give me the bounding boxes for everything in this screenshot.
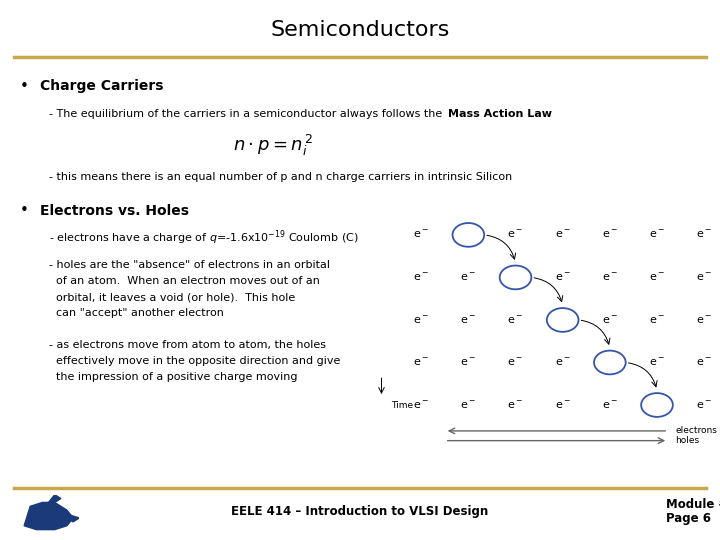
Text: e$^-$: e$^-$ (602, 230, 618, 240)
Text: electrons: electrons (675, 427, 717, 435)
Text: Electrons vs. Holes: Electrons vs. Holes (40, 204, 189, 218)
Text: e$^-$: e$^-$ (602, 400, 618, 410)
Text: e$^-$: e$^-$ (649, 357, 665, 368)
Text: can "accept" another electron: can "accept" another electron (49, 308, 224, 318)
Text: e$^-$: e$^-$ (554, 230, 571, 240)
Text: e$^-$: e$^-$ (460, 272, 477, 283)
Text: e$^-$: e$^-$ (554, 400, 571, 410)
Polygon shape (24, 502, 73, 530)
Text: e$^-$: e$^-$ (602, 314, 618, 326)
Text: e$^-$: e$^-$ (696, 314, 712, 326)
Text: orbital, it leaves a void (or hole).  This hole: orbital, it leaves a void (or hole). Thi… (49, 292, 295, 302)
Text: •: • (20, 203, 29, 218)
Text: e$^-$: e$^-$ (696, 400, 712, 410)
Text: - this means there is an equal number of p and n charge carriers in intrinsic Si: - this means there is an equal number of… (49, 172, 512, 182)
Text: of an atom.  When an electron moves out of an: of an atom. When an electron moves out o… (49, 276, 320, 286)
Text: - as electrons move from atom to atom, the holes: - as electrons move from atom to atom, t… (49, 340, 326, 349)
Text: e$^-$: e$^-$ (413, 272, 429, 283)
Text: Charge Carriers: Charge Carriers (40, 79, 163, 93)
Text: e$^-$: e$^-$ (696, 272, 712, 283)
Text: e$^-$: e$^-$ (460, 314, 477, 326)
Text: e$^-$: e$^-$ (460, 400, 477, 410)
Polygon shape (49, 495, 61, 502)
Text: e$^-$: e$^-$ (649, 314, 665, 326)
Text: e$^-$: e$^-$ (413, 314, 429, 326)
Text: e$^-$: e$^-$ (602, 272, 618, 283)
Text: effectively move in the opposite direction and give: effectively move in the opposite directi… (49, 356, 341, 366)
Text: - holes are the "absence" of electrons in an orbital: - holes are the "absence" of electrons i… (49, 260, 330, 269)
Text: e$^-$: e$^-$ (413, 230, 429, 240)
Text: e$^-$: e$^-$ (508, 314, 523, 326)
Text: the impression of a positive charge moving: the impression of a positive charge movi… (49, 372, 297, 382)
Text: e$^-$: e$^-$ (460, 357, 477, 368)
Text: - The equilibrium of the carriers in a semiconductor always follows the: - The equilibrium of the carriers in a s… (49, 110, 446, 119)
Text: e$^-$: e$^-$ (649, 230, 665, 240)
Text: •: • (20, 79, 29, 94)
Polygon shape (67, 514, 79, 522)
Text: Page 6: Page 6 (666, 512, 711, 525)
Text: $n \cdot p = n_i^{\,2}$: $n \cdot p = n_i^{\,2}$ (233, 133, 314, 158)
Text: e$^-$: e$^-$ (413, 357, 429, 368)
Text: e$^-$: e$^-$ (554, 272, 571, 283)
Text: Semiconductors: Semiconductors (270, 20, 450, 40)
Text: e$^-$: e$^-$ (413, 400, 429, 410)
Text: e$^-$: e$^-$ (696, 357, 712, 368)
Text: EELE 414 – Introduction to VLSI Design: EELE 414 – Introduction to VLSI Design (231, 505, 489, 518)
Text: e$^-$: e$^-$ (508, 357, 523, 368)
Text: e$^-$: e$^-$ (554, 357, 571, 368)
Text: e$^-$: e$^-$ (508, 400, 523, 410)
Text: Module #2: Module #2 (666, 498, 720, 511)
Text: Mass Action Law: Mass Action Law (448, 110, 552, 119)
Text: e$^-$: e$^-$ (696, 230, 712, 240)
Text: e$^-$: e$^-$ (649, 272, 665, 283)
Text: e$^-$: e$^-$ (508, 230, 523, 240)
Text: holes: holes (675, 436, 700, 445)
Text: Time: Time (391, 401, 413, 409)
Text: - electrons have a charge of $q$=-1.6x10$^{-19}$ Coulomb (C): - electrons have a charge of $q$=-1.6x10… (49, 228, 359, 247)
